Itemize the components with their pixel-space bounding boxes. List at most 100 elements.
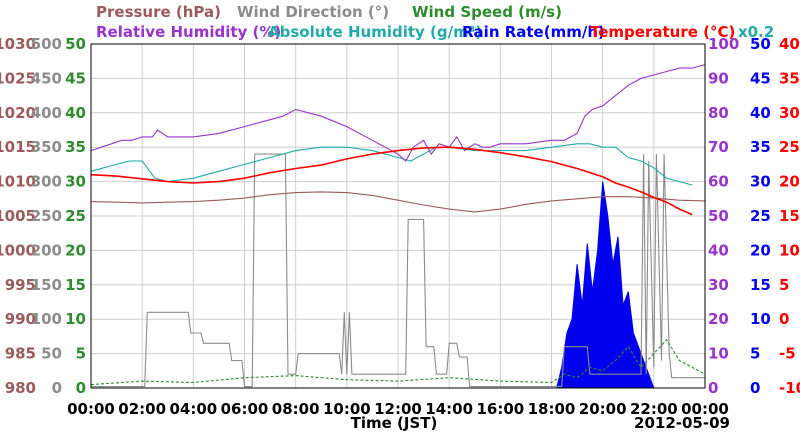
x-tick-label: 20:00 bbox=[579, 400, 627, 418]
relative-humidity-tick-label: 70 bbox=[708, 138, 729, 156]
rain-rate-tick-label: 25 bbox=[750, 207, 771, 225]
relative-humidity-tick-label: 10 bbox=[708, 345, 729, 363]
relative-humidity-tick-label: 80 bbox=[708, 104, 729, 122]
series-wind-direction bbox=[91, 153, 705, 388]
wind-speed-tick-label: 40 bbox=[65, 104, 86, 122]
rain-rate-tick-label: 50 bbox=[750, 35, 771, 53]
temperature-tick-label: 5 bbox=[779, 276, 789, 294]
wind-speed-tick-label: 0 bbox=[76, 379, 86, 397]
relative-humidity-tick-label: 90 bbox=[708, 69, 729, 87]
pressure-tick-label: 1005 bbox=[0, 207, 36, 225]
wind-direction-tick-label: 100 bbox=[31, 310, 62, 328]
temperature-tick-label: 35 bbox=[779, 69, 800, 87]
wind-direction-tick-label: 50 bbox=[41, 345, 62, 363]
temperature-tick-label: 40 bbox=[779, 35, 800, 53]
legend-relative-humidity: Relative Humidity (%) bbox=[96, 23, 281, 41]
series-layer bbox=[90, 64, 706, 389]
relative-humidity-tick-label: 100 bbox=[708, 35, 739, 53]
x-tick-label: 08:00 bbox=[272, 400, 320, 418]
wind-speed-tick-label: 20 bbox=[65, 241, 86, 259]
x-tick-label: 14:00 bbox=[425, 400, 473, 418]
wind-speed-tick-label: 10 bbox=[65, 310, 86, 328]
legend-absolute-humidity: Absolute Humidity (g/m³) bbox=[268, 23, 482, 41]
x-tick-label: 22:00 bbox=[630, 400, 678, 418]
legend-pressure: Pressure (hPa) bbox=[96, 3, 221, 21]
x-tick-label: 12:00 bbox=[374, 400, 422, 418]
wind-direction-tick-label: 500 bbox=[31, 35, 62, 53]
x-tick-label: 18:00 bbox=[528, 400, 576, 418]
x-axis-title: Time (JST) bbox=[351, 414, 438, 432]
pressure-tick-label: 995 bbox=[5, 276, 36, 294]
wind-speed-tick-label: 45 bbox=[65, 69, 86, 87]
wind-speed-tick-label: 15 bbox=[65, 276, 86, 294]
rain-rate-tick-label: 0 bbox=[750, 379, 760, 397]
legend-wind-speed: Wind Speed (m/s) bbox=[412, 3, 562, 21]
wind-speed-tick-label: 50 bbox=[65, 35, 86, 53]
x-tick-label: 04:00 bbox=[169, 400, 217, 418]
wind-direction-tick-label: 200 bbox=[31, 241, 62, 259]
temperature-tick-label: 0 bbox=[779, 310, 789, 328]
wind-speed-tick-label: 5 bbox=[76, 345, 86, 363]
date-label: 2012-05-09 bbox=[634, 414, 730, 432]
plot-frame bbox=[90, 43, 706, 389]
legend-temperature: Temperature (°C) bbox=[590, 23, 735, 41]
x-tick-label: 10:00 bbox=[323, 400, 371, 418]
temperature-tick-label: 25 bbox=[779, 138, 800, 156]
series-wind-speed bbox=[90, 338, 706, 386]
x-tick-label: 00:00 bbox=[67, 400, 115, 418]
axes-layer: 9809859909951000100510101015102010251030… bbox=[0, 35, 800, 418]
relative-humidity-tick-label: 30 bbox=[708, 276, 729, 294]
legend: Pressure (hPa) Wind Direction (°) Wind Spe… bbox=[96, 3, 774, 41]
wind-direction-tick-label: 150 bbox=[31, 276, 62, 294]
rain-rate-tick-label: 35 bbox=[750, 138, 771, 156]
grid bbox=[91, 44, 705, 388]
x-tick-label: 00:00 bbox=[681, 400, 729, 418]
x-tick-label: 16:00 bbox=[476, 400, 524, 418]
temperature-tick-label: 30 bbox=[779, 104, 800, 122]
temperature-tick-label: -10 bbox=[779, 379, 800, 397]
rain-rate-tick-label: 40 bbox=[750, 104, 771, 122]
relative-humidity-tick-label: 60 bbox=[708, 173, 729, 191]
wind-speed-tick-label: 30 bbox=[65, 173, 86, 191]
temperature-tick-label: -5 bbox=[779, 345, 796, 363]
wind-direction-tick-label: 300 bbox=[31, 173, 62, 191]
rain-rate-tick-label: 30 bbox=[750, 173, 771, 191]
rain-rate-tick-label: 45 bbox=[750, 69, 771, 87]
wind-direction-tick-label: 0 bbox=[52, 379, 62, 397]
rain-rate-tick-label: 20 bbox=[750, 241, 771, 259]
series-relative-humidity bbox=[90, 64, 706, 162]
wind-direction-tick-label: 450 bbox=[31, 69, 62, 87]
relative-humidity-tick-label: 0 bbox=[708, 379, 718, 397]
wind-speed-tick-label: 25 bbox=[65, 207, 86, 225]
wind-direction-tick-label: 250 bbox=[31, 207, 62, 225]
x-tick-label: 06:00 bbox=[221, 400, 269, 418]
pressure-tick-label: 1025 bbox=[0, 69, 36, 87]
series-rain-rate bbox=[555, 181, 655, 389]
pressure-tick-label: 1010 bbox=[0, 173, 36, 191]
legend-wind-direction: Wind Direction (°) bbox=[237, 3, 389, 21]
series-absolute-humidity bbox=[90, 143, 693, 186]
pressure-tick-label: 1030 bbox=[0, 35, 36, 53]
relative-humidity-tick-label: 40 bbox=[708, 241, 729, 259]
legend-rain-rate: Rain Rate(mm/h) bbox=[462, 23, 605, 41]
wind-direction-tick-label: 400 bbox=[31, 104, 62, 122]
legend-absolute-humidity-factor: x0.2 bbox=[738, 23, 774, 41]
rain-rate-tick-label: 5 bbox=[750, 345, 760, 363]
relative-humidity-tick-label: 50 bbox=[708, 207, 729, 225]
wind-speed-tick-label: 35 bbox=[65, 138, 86, 156]
relative-humidity-tick-label: 20 bbox=[708, 310, 729, 328]
series-pressure bbox=[90, 191, 706, 213]
temperature-tick-label: 15 bbox=[779, 207, 800, 225]
rain-rate-tick-label: 15 bbox=[750, 276, 771, 294]
temperature-tick-label: 20 bbox=[779, 173, 800, 191]
series-temperature bbox=[90, 146, 693, 216]
pressure-tick-label: 980 bbox=[5, 379, 36, 397]
pressure-tick-label: 990 bbox=[5, 310, 36, 328]
temperature-tick-label: 10 bbox=[779, 241, 800, 259]
wind-direction-tick-label: 350 bbox=[31, 138, 62, 156]
